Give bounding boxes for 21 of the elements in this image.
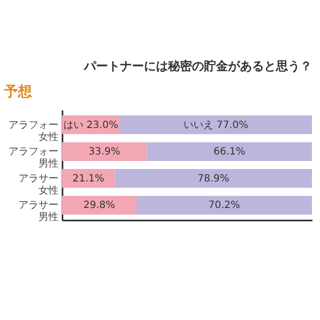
y-tick-label: アラサー女性 (18, 173, 58, 196)
bar (62, 169, 115, 188)
y-tick-label: アラフォー男性 (8, 146, 58, 170)
data-label: 29.8% (83, 200, 116, 212)
chart-title: パートナーには秘密の貯金があると思う？ (83, 59, 312, 73)
bar (62, 142, 147, 161)
data-label: 21.1% (72, 173, 104, 184)
bar (120, 115, 312, 134)
data-label: 33.9% (88, 146, 120, 158)
text: 予想 (3, 84, 33, 100)
bar (136, 196, 312, 215)
text: いいえ 77.0% (183, 120, 248, 131)
data-label: 66.1% (213, 146, 246, 158)
text: はい 23.0% (63, 120, 118, 131)
y-tick-label: アラフォー女性 (8, 120, 58, 143)
data-label: 70.2% (208, 200, 240, 212)
bar (146, 142, 312, 161)
data-label: 78.9% (197, 173, 230, 184)
bar (114, 169, 312, 188)
y-tick-label: アラサー男性 (18, 200, 58, 224)
bar (62, 196, 136, 215)
